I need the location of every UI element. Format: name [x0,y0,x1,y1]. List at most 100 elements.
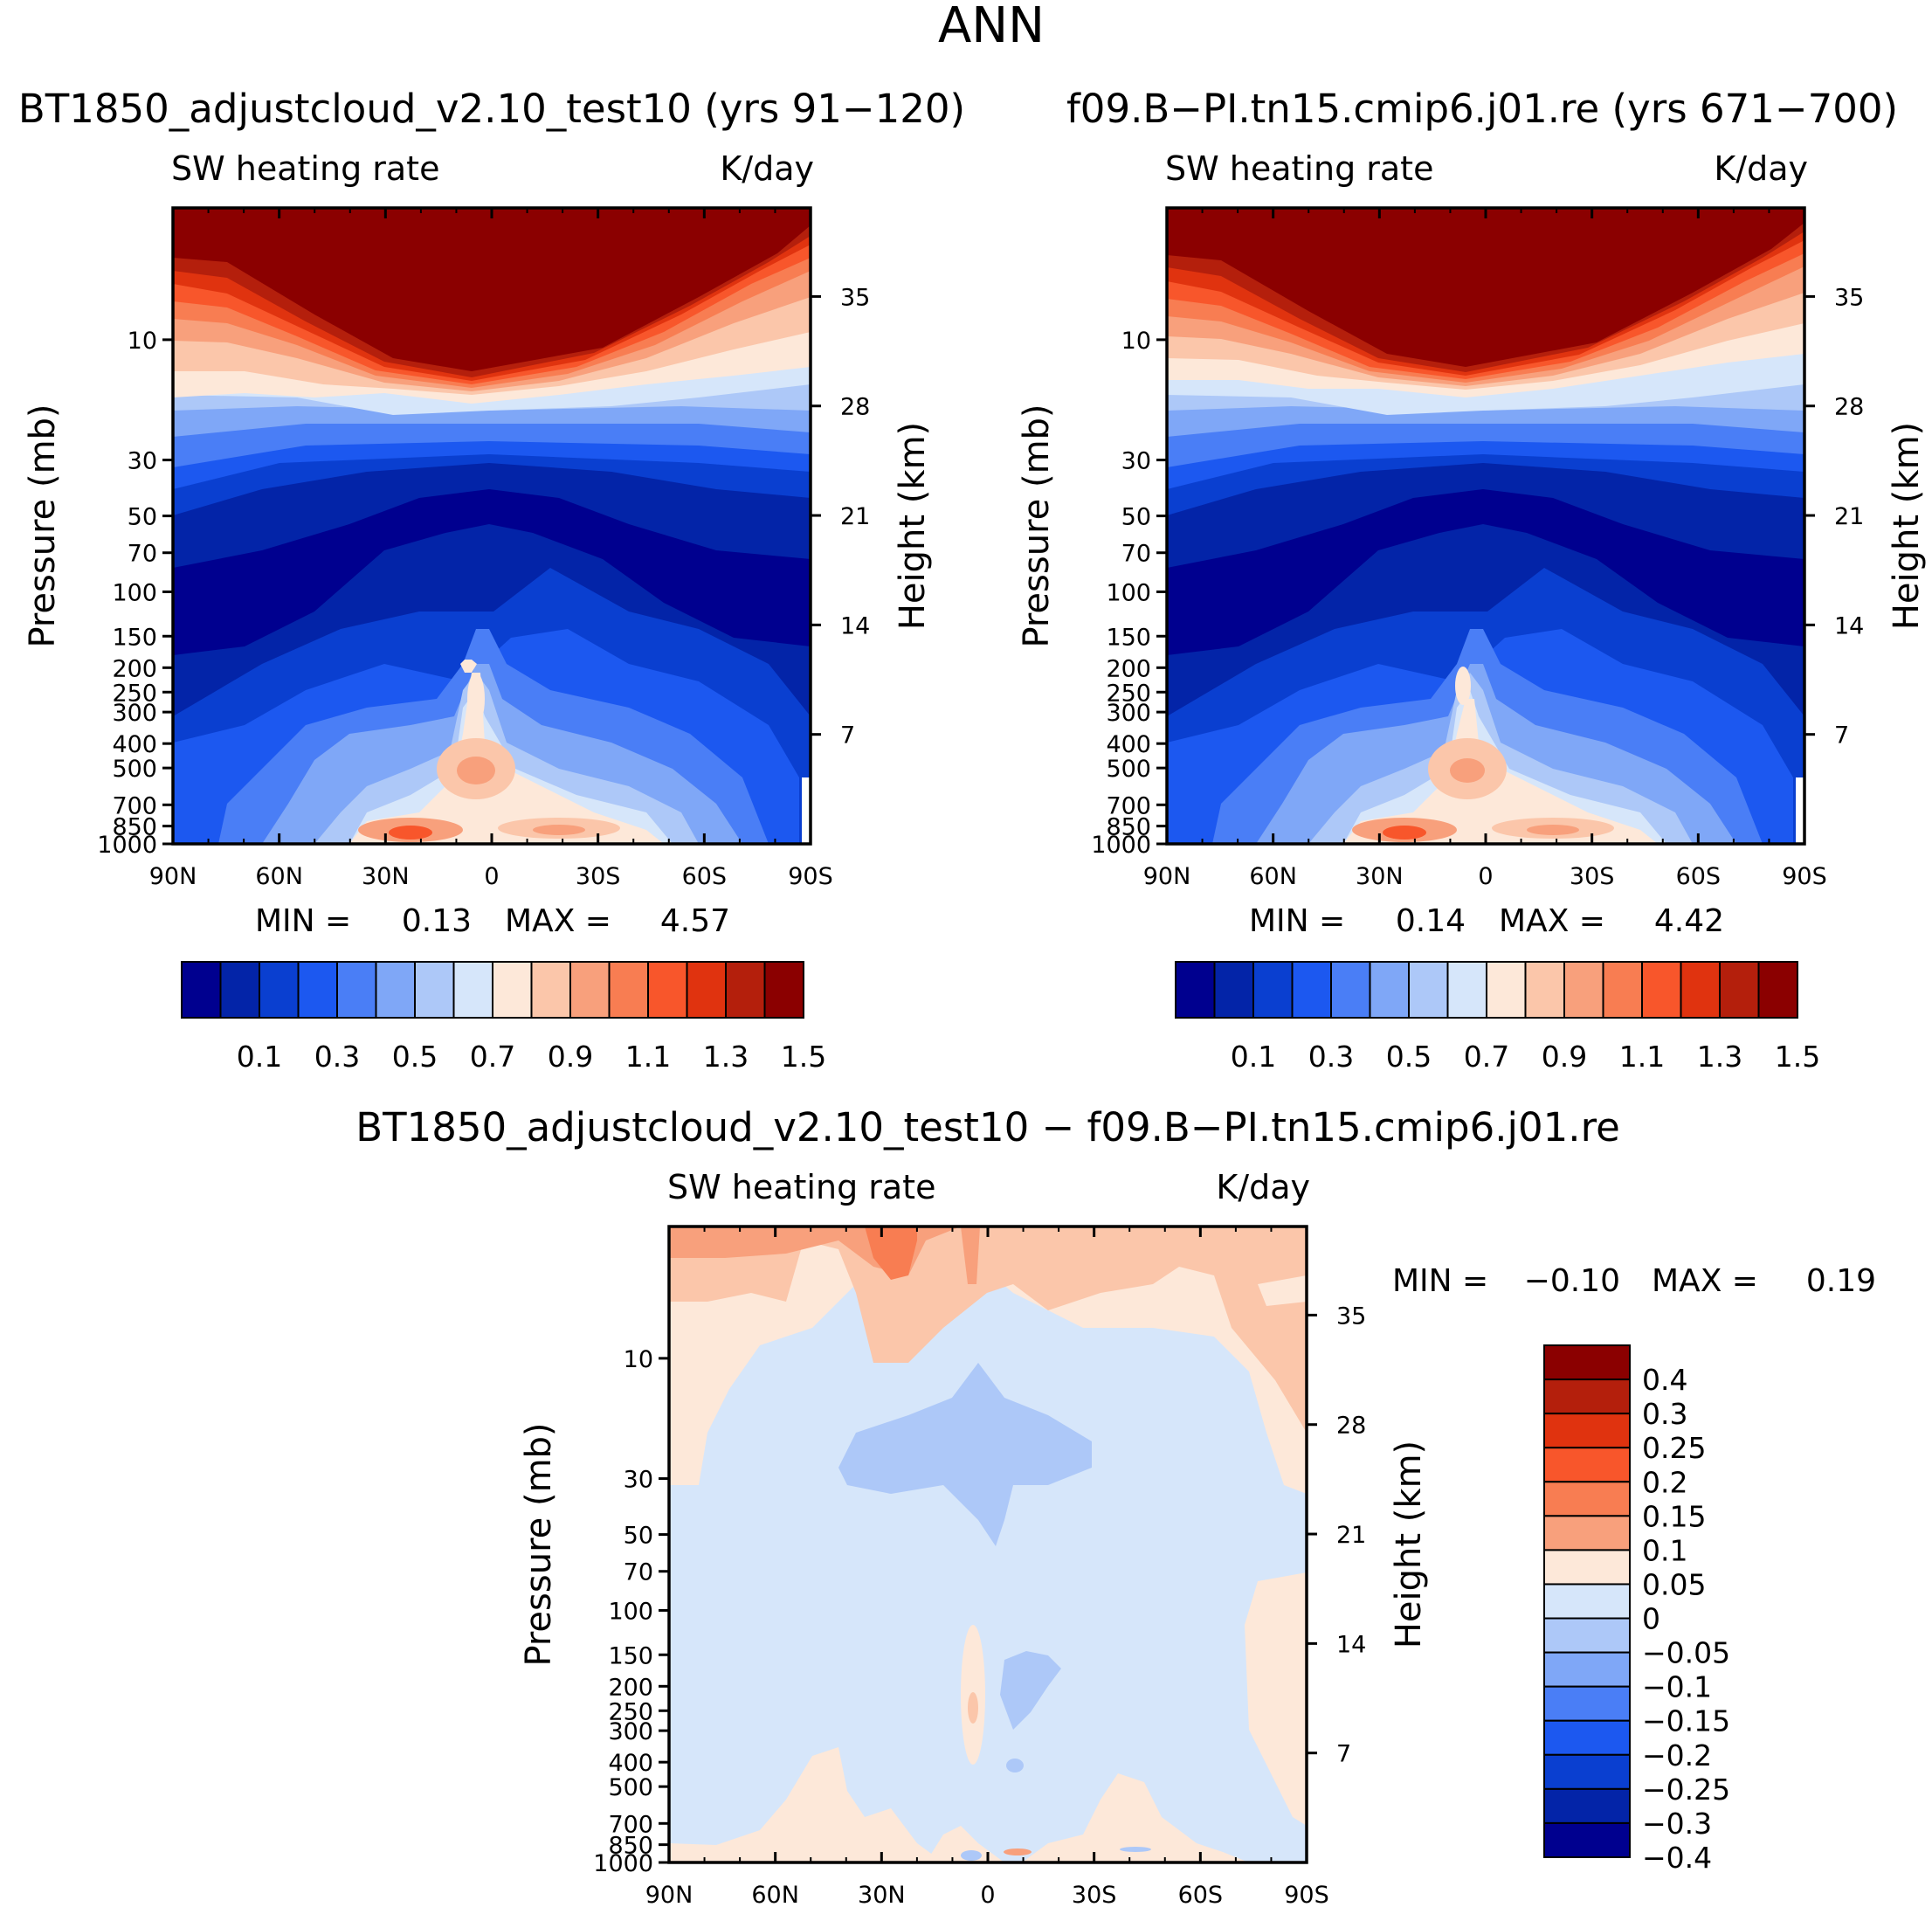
y-tick-label: 70 [624,1559,653,1586]
colorbar-box [1563,961,1604,1019]
x-tick-label: 90N [1143,863,1191,890]
panel-difference-title: BT1850_adjustcloud_v2.10_test10 − f09.B−… [355,1104,1620,1151]
y-tick-label: 250 [1106,680,1151,707]
y-tick-label: 150 [1106,624,1151,651]
panel-right-contours [1167,208,1804,844]
x-tick-label: 0 [980,1882,995,1909]
panel-right-min-value: 0.14 [1396,903,1466,939]
colorbar-label: 1.5 [1775,1040,1820,1074]
y-tick-label: 850 [608,1833,653,1860]
height-tick-label: 14 [840,612,870,639]
colorbar-box [763,961,804,1019]
panel-difference-min-label: MIN = [1392,1263,1488,1299]
colorbar-box [1543,1617,1631,1654]
colorbar-box [1543,1753,1631,1790]
height-tick-label: 14 [1834,612,1864,639]
panel-difference-min-value: −0.10 [1524,1263,1620,1299]
colorbar-label: 0.1 [1231,1040,1276,1074]
height-tick-label: 21 [1834,503,1864,530]
panel-right-units: K/day [1714,149,1808,188]
colorbar-box [1543,1447,1631,1483]
y-tick-label: 30 [128,448,157,475]
colorbar-box [1719,961,1760,1019]
height-tick-label: 21 [1336,1522,1366,1549]
panel-difference-colorbar: 0.40.30.250.20.150.10.050−0.05−0.1−0.15−… [1543,1344,1730,1875]
colorbar-label: 0.7 [470,1040,515,1074]
x-tick-label: 60S [1178,1882,1224,1909]
colorbar-box [725,961,766,1019]
colorbar-label: 0.7 [1464,1040,1509,1074]
y-tick-label: 850 [112,814,157,841]
height-tick-label: 28 [840,394,870,421]
y-tick-label: 850 [1106,814,1151,841]
x-tick-label: 60S [1676,863,1722,890]
colorbar-label: 0.3 [314,1040,360,1074]
panel-difference-max-label: MAX = [1652,1263,1758,1299]
colorbar-box [1213,961,1254,1019]
colorbar-box [1641,961,1682,1019]
colorbar-label: 0.1 [1642,1533,1687,1567]
x-tick-label: 30S [1072,1882,1117,1909]
y-tick-label: 100 [608,1598,653,1625]
colorbar-box [686,961,727,1019]
colorbar-label: 1.5 [781,1040,826,1074]
colorbar-box [219,961,260,1019]
y-tick-label: 500 [608,1774,653,1801]
colorbar-box [1330,961,1371,1019]
panel-left-axes: 90N 60N 30N 0 30S 60S 90S103050701001502002503… [97,208,870,890]
colorbar-label: 0.5 [392,1040,438,1074]
panel-right: f09.B−PI.tn15.cmip6.j01.re (yrs 671−700)… [1017,86,1927,1074]
colorbar-box [181,961,222,1019]
panel-right-ylabel-right: Height (km) [1887,422,1927,630]
x-tick-label: 30S [1570,863,1615,890]
colorbar-box [1543,1549,1631,1586]
height-tick-label: 7 [1834,722,1849,750]
y-tick-label: 150 [112,624,157,651]
x-tick-label: 30S [576,863,621,890]
panel-left: BT1850_adjustcloud_v2.10_test10 (yrs 91−… [18,86,965,1074]
panel-difference: BT1850_adjustcloud_v2.10_test10 − f09.B−… [355,1104,1876,1909]
y-tick-label: 50 [128,504,157,531]
panel-difference-units: K/day [1216,1168,1310,1206]
panel-left-contours [173,208,811,844]
panel-left-min-label: MIN = [255,903,351,939]
colorbar-box [1543,1583,1631,1620]
colorbar-box [1543,1651,1631,1688]
y-tick-label: 1000 [1091,832,1151,859]
colorbar-label: 0.25 [1642,1431,1706,1465]
colorbar-box [297,961,338,1019]
y-tick-label: 200 [112,655,157,682]
colorbar-label: 1.3 [1697,1040,1742,1074]
colorbar-label: 0.9 [1542,1040,1587,1074]
colorbar-label: −0.25 [1642,1772,1730,1807]
height-tick-label: 21 [840,503,870,530]
panel-left-title: BT1850_adjustcloud_v2.10_test10 (yrs 91−… [18,86,965,132]
x-tick-label: 60N [255,863,303,890]
colorbar-box [1291,961,1332,1019]
y-tick-label: 50 [1121,504,1151,531]
colorbar-label: −0.1 [1642,1670,1712,1704]
panel-difference-max-value: 0.19 [1806,1263,1876,1299]
y-tick-label: 100 [1106,579,1151,606]
panel-left-colorbar: 0.1 0.3 0.5 0.7 0.9 1.1 1.3 1.5 [181,961,826,1074]
panel-right-left-string: SW heating rate [1165,149,1433,188]
colorbar-label: 0.1 [237,1040,282,1074]
y-tick-label: 30 [624,1467,653,1494]
height-tick-label: 28 [1336,1413,1366,1440]
colorbar-box [1486,961,1527,1019]
y-tick-label: 400 [112,731,157,758]
y-tick-label: 100 [112,579,157,606]
x-tick-label: 0 [1478,863,1493,890]
panel-right-axes: 90N 60N 30N 0 30S 60S 90S103050701001502002503… [1091,208,1864,890]
colorbar-box [608,961,649,1019]
panel-left-ylabel: Pressure (mb) [23,404,63,647]
x-tick-label: 90S [1284,1882,1329,1909]
colorbar-box [1543,1379,1631,1415]
panel-difference-contours [669,1227,1307,1862]
y-tick-label: 10 [624,1346,653,1373]
colorbar-label: 0.5 [1386,1040,1432,1074]
colorbar-box [1408,961,1449,1019]
colorbar-box [1543,1413,1631,1449]
x-tick-label: 60S [682,863,728,890]
